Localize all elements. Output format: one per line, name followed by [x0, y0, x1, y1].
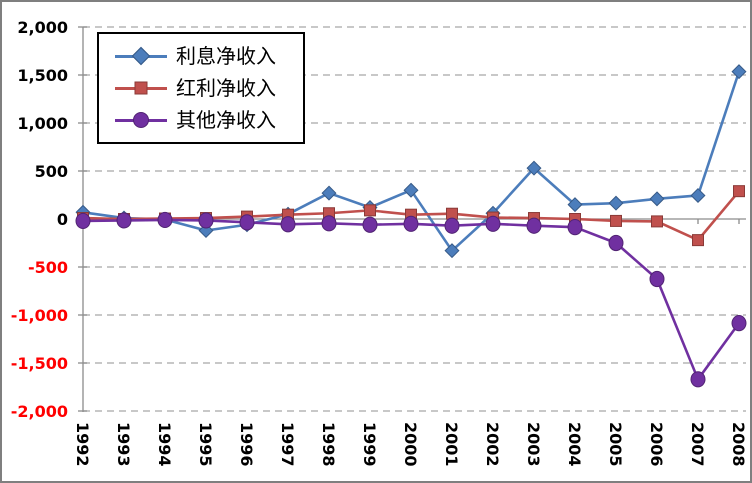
- data-point-circle: [526, 217, 542, 234]
- y-axis-label: -2,000: [11, 402, 68, 421]
- y-axis-label: -1,000: [11, 306, 68, 325]
- data-point-circle: [239, 214, 255, 231]
- y-axis-label: 1,500: [17, 66, 68, 85]
- x-axis-label: 2002: [483, 422, 502, 467]
- data-point-circle: [567, 219, 583, 236]
- data-point-square: [733, 185, 745, 198]
- series-line-circle: [82, 218, 741, 381]
- x-axis-label: 1997: [278, 422, 297, 467]
- data-point-diamond: [403, 182, 419, 198]
- legend-item-interest-income: 利息净收入: [115, 46, 297, 66]
- data-point-square: [364, 204, 376, 217]
- x-axis-label: 1998: [319, 422, 338, 467]
- data-point-circle: [444, 217, 460, 234]
- x-axis-label: 2000: [401, 422, 420, 467]
- data-point-diamond: [608, 195, 624, 211]
- data-point-circle: [198, 212, 214, 229]
- x-axis-label: 2008: [729, 422, 748, 467]
- data-point-diamond: [526, 160, 542, 176]
- y-axis-label: 500: [35, 162, 68, 181]
- x-axis-label: 1995: [196, 422, 215, 467]
- y-axis-label: -1,500: [11, 354, 68, 373]
- data-point-circle: [731, 315, 747, 332]
- diamond-marker-icon: [131, 46, 151, 66]
- data-point-circle: [608, 234, 624, 252]
- data-point-diamond: [690, 187, 706, 203]
- y-axis-label: 1,000: [17, 114, 68, 133]
- legend-item-other-income: 其他净收入: [115, 110, 297, 130]
- data-point-circle: [75, 212, 91, 230]
- y-axis-label: 0: [57, 210, 68, 229]
- square-marker-icon: [134, 81, 148, 95]
- legend-swatch: [115, 46, 167, 66]
- data-point-circle: [362, 216, 378, 233]
- x-axis-label: 2007: [688, 422, 707, 467]
- data-point-diamond: [444, 243, 460, 259]
- x-axis-label: 2001: [442, 422, 461, 467]
- x-axis-label: 2003: [524, 422, 543, 467]
- data-point-circle: [280, 216, 296, 233]
- data-point-diamond: [321, 185, 337, 201]
- x-axis-label: 1994: [155, 422, 174, 467]
- data-point-square: [692, 234, 704, 247]
- legend-label: 利息净收入: [176, 44, 276, 68]
- data-point-square: [446, 207, 458, 220]
- data-point-circle: [485, 215, 501, 232]
- data-point-circle: [649, 270, 665, 288]
- legend-label: 其他净收入: [176, 108, 276, 132]
- data-point-diamond: [731, 64, 747, 80]
- x-axis-label: 2006: [647, 422, 666, 467]
- circle-marker-icon: [133, 112, 149, 128]
- data-point-circle: [403, 215, 419, 232]
- legend-swatch: [115, 79, 167, 97]
- data-point-circle: [321, 215, 337, 232]
- legend: 利息净收入 红利净收入 其他净收入: [97, 32, 305, 144]
- x-axis-label: 1999: [360, 422, 379, 467]
- legend-swatch: [115, 111, 167, 129]
- x-axis-label: 1996: [237, 422, 256, 467]
- legend-label: 红利净收入: [176, 76, 276, 100]
- data-point-circle: [690, 371, 706, 388]
- data-point-diamond: [567, 197, 583, 213]
- y-axis-label: -500: [28, 258, 68, 277]
- x-axis-label: 2005: [606, 422, 625, 467]
- x-axis-label: 2004: [565, 422, 584, 467]
- data-point-circle: [157, 211, 173, 229]
- x-axis-label: 1993: [114, 422, 133, 467]
- legend-item-dividend-income: 红利净收入: [115, 78, 297, 98]
- data-point-square: [651, 215, 663, 228]
- x-axis-label: 1992: [73, 422, 92, 467]
- data-point-circle: [116, 212, 132, 229]
- data-point-diamond: [649, 191, 665, 207]
- y-axis-label: 2,000: [17, 18, 68, 37]
- data-point-square: [610, 214, 622, 227]
